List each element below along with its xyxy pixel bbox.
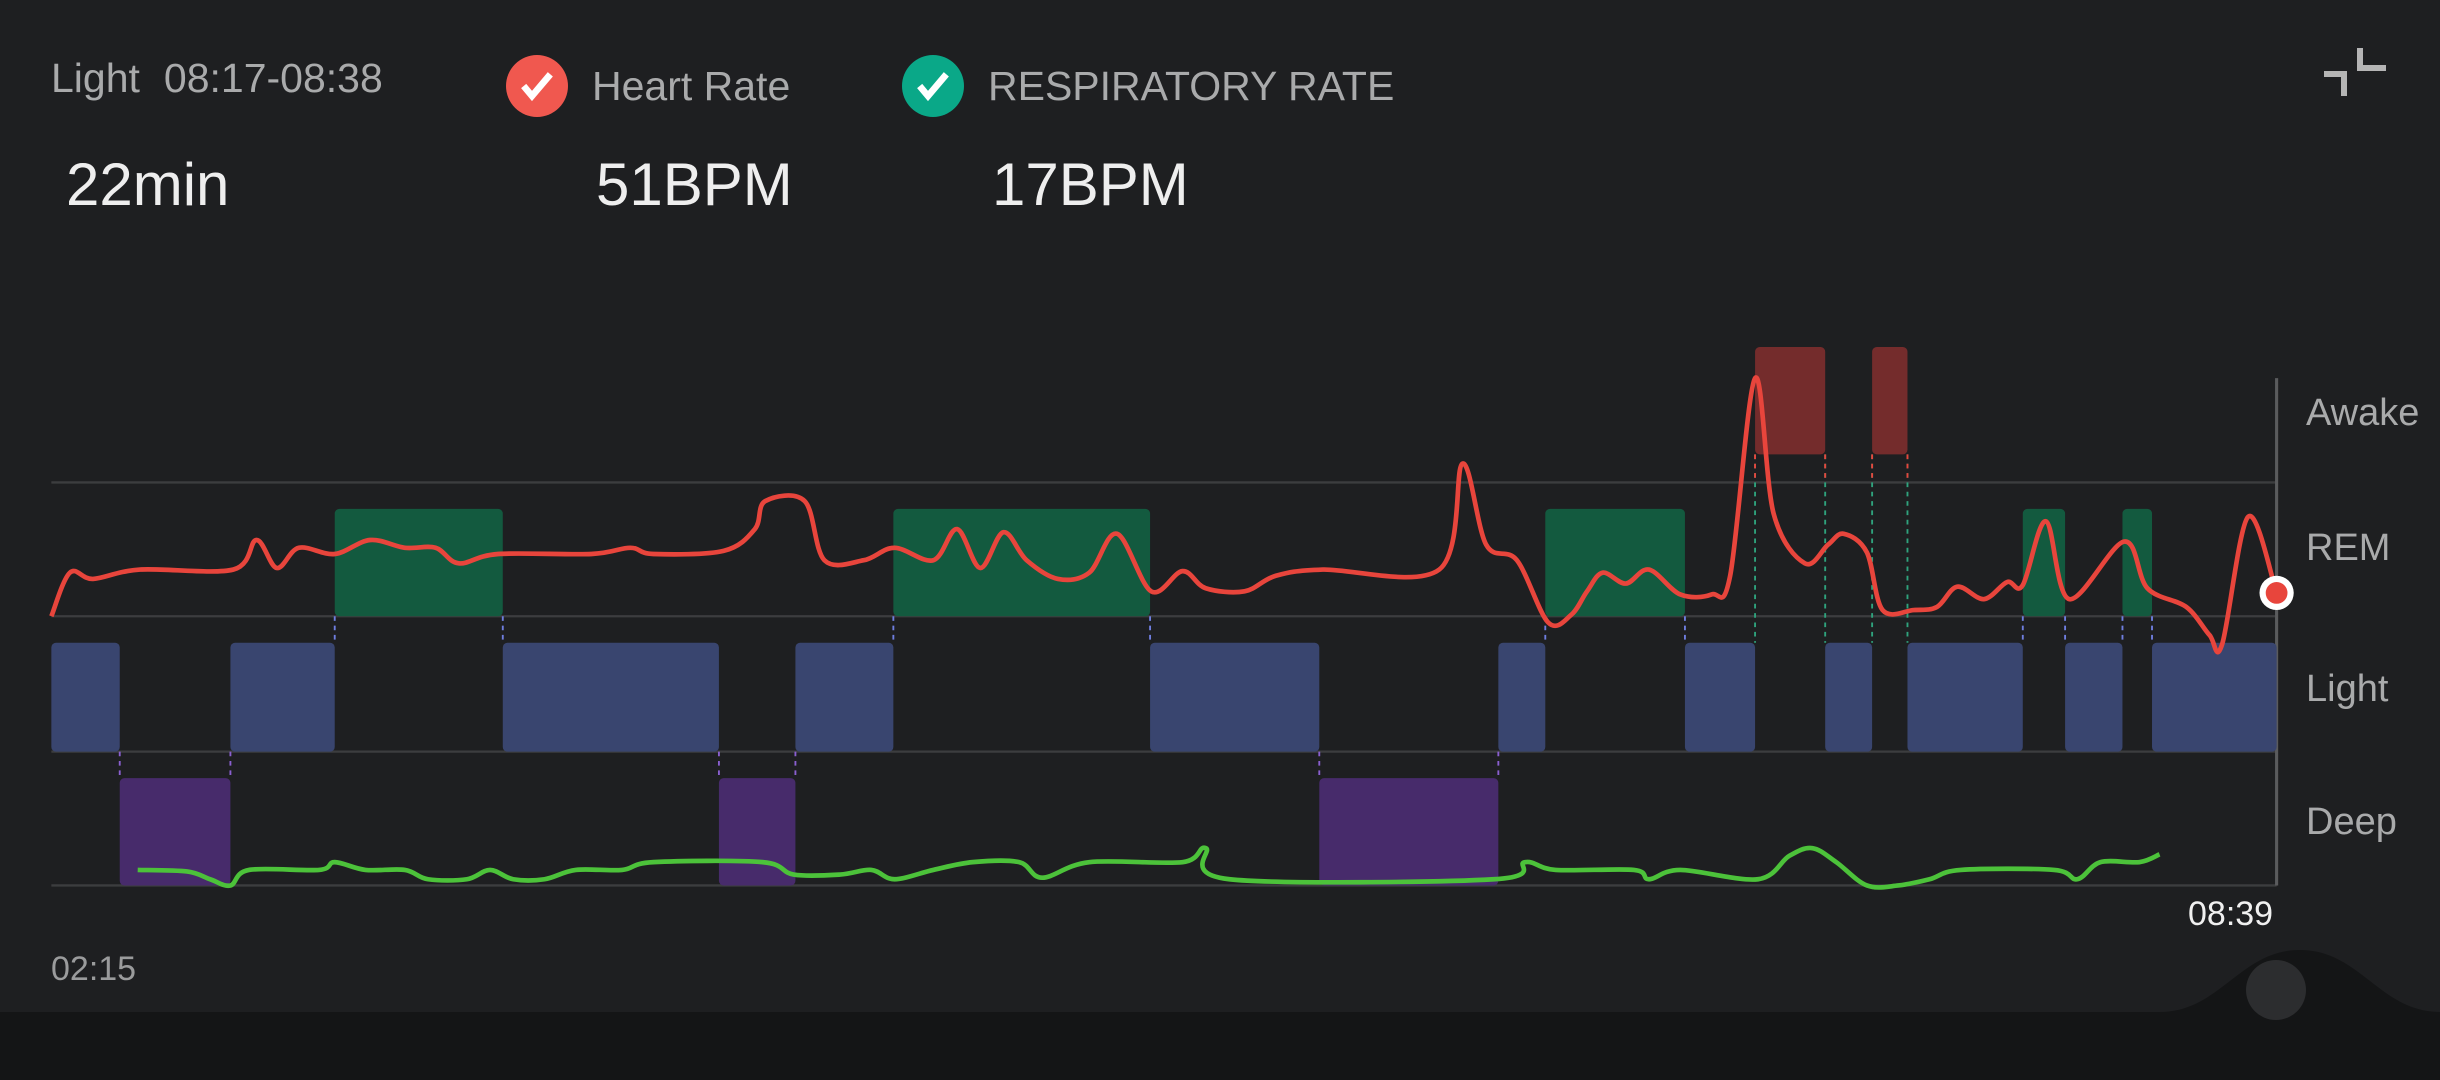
stage-bar-deep: [718, 778, 796, 886]
y-label-rem: REM: [2306, 527, 2391, 569]
y-label-awake: Awake: [2306, 392, 2420, 434]
stage-bar-light: [2065, 642, 2123, 752]
stage-bar-light: [1498, 642, 1546, 752]
heart-rate-toggle[interactable]: Heart Rate: [506, 55, 790, 117]
heart-rate-value: 51BPM: [596, 151, 793, 218]
check-icon[interactable]: [902, 55, 964, 117]
stage-bar-light: [1150, 642, 1320, 752]
stage-bar-deep: [119, 778, 231, 886]
check-icon[interactable]: [506, 55, 568, 117]
stage-bar-awake: [1872, 347, 1908, 455]
collapse-icon[interactable]: [2322, 44, 2392, 114]
current-point-dot: [2265, 582, 2288, 604]
resp-rate-toggle[interactable]: RESPIRATORY RATE: [902, 55, 1394, 117]
heart-rate-label: Heart Rate: [592, 62, 791, 109]
stage-bar-light: [2152, 642, 2277, 752]
stage-bar-rem: [2022, 508, 2066, 617]
stage-bar-light: [502, 642, 719, 752]
resp-rate-label: RESPIRATORY RATE: [988, 62, 1395, 109]
stage-bar-rem: [893, 508, 1151, 617]
x-start-label: 02:15: [51, 950, 137, 988]
y-label-deep: Deep: [2306, 801, 2397, 843]
stage-bar-light: [51, 642, 120, 752]
stage-summary: Light 08:17-08:38: [51, 55, 383, 102]
resp-rate-value: 17BPM: [992, 151, 1189, 218]
x-end-label: 08:39: [2188, 895, 2274, 933]
stage-bar-light: [795, 642, 894, 752]
duration-value: 22min: [66, 151, 230, 218]
bottom-bar: [0, 1012, 2440, 1080]
stage-bar-rem: [1545, 508, 1685, 617]
stage-bar-light: [1907, 642, 2023, 752]
stage-bar-rem: [334, 508, 503, 617]
stage-time: 08:17-08:38: [163, 55, 383, 101]
stage-bar-light: [230, 642, 335, 752]
stage-label: Light: [51, 55, 140, 101]
heart-rate-line: [49, 375, 2279, 655]
stage-bar-light: [1825, 642, 1873, 752]
y-label-light: Light: [2306, 668, 2389, 710]
stage-bar-light: [1684, 642, 1756, 752]
stage-bar-deep: [1319, 778, 1499, 886]
drag-handle[interactable]: [2160, 930, 2440, 1020]
resp-rate-line: [137, 845, 2161, 890]
stage-bar-awake: [1755, 347, 1826, 455]
